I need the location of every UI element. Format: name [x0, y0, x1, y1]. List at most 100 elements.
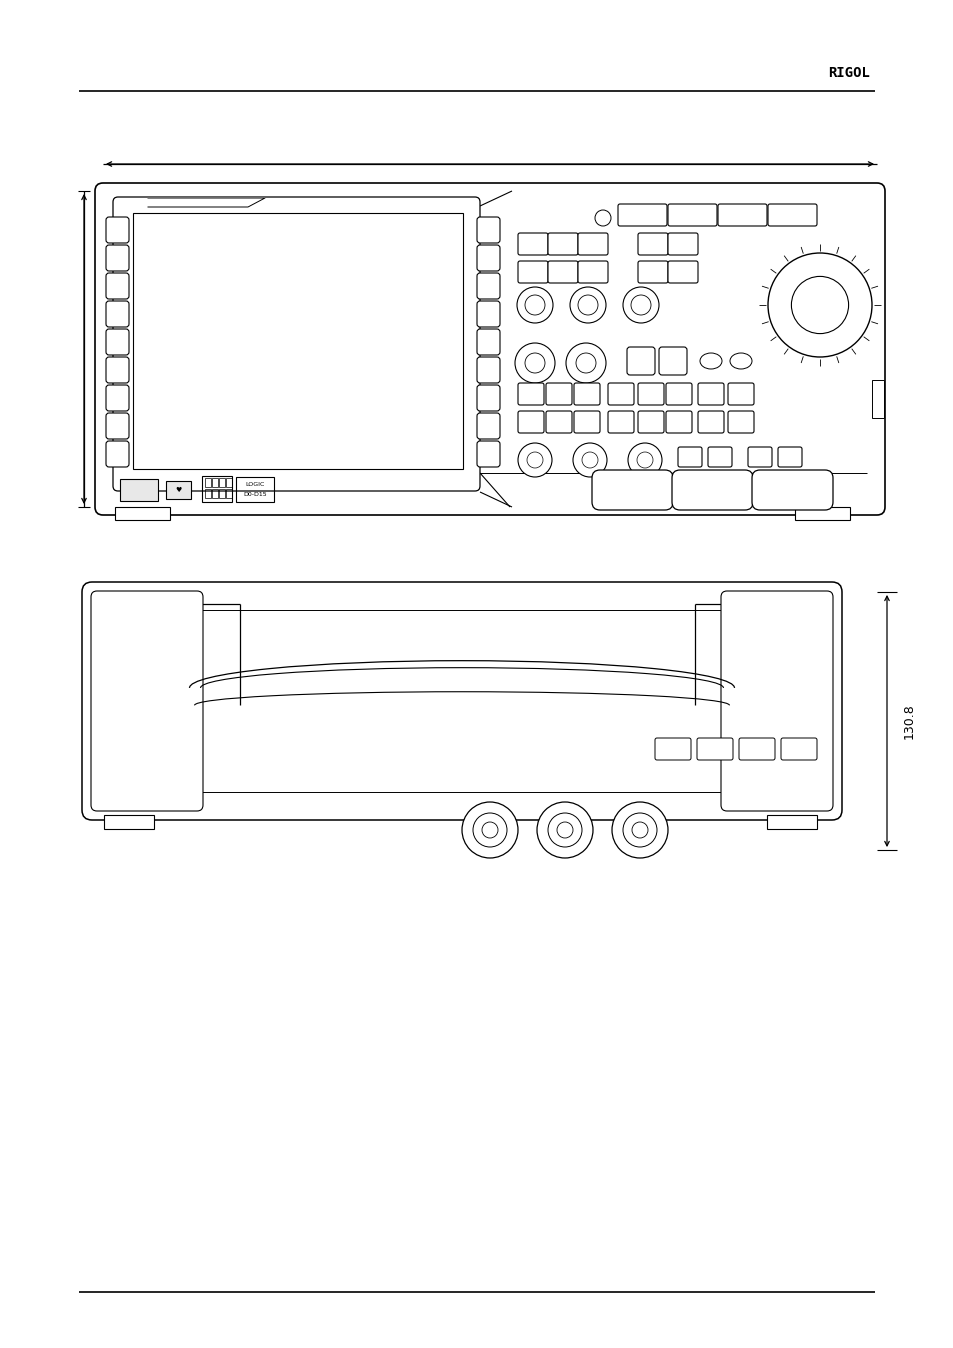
FancyBboxPatch shape [578, 233, 607, 255]
Circle shape [481, 822, 497, 838]
FancyBboxPatch shape [517, 262, 547, 283]
FancyBboxPatch shape [476, 245, 499, 271]
Bar [219, 479, 225, 487]
FancyBboxPatch shape [638, 383, 663, 404]
FancyBboxPatch shape [574, 383, 599, 404]
Bar [766, 816, 816, 829]
Ellipse shape [729, 353, 751, 369]
FancyBboxPatch shape [91, 590, 203, 811]
FancyBboxPatch shape [112, 197, 479, 491]
Circle shape [622, 287, 659, 324]
Circle shape [767, 253, 871, 357]
Circle shape [631, 822, 647, 838]
FancyBboxPatch shape [574, 411, 599, 433]
FancyBboxPatch shape [718, 204, 766, 226]
Bar [219, 489, 225, 497]
FancyBboxPatch shape [727, 383, 753, 404]
Circle shape [517, 287, 553, 324]
FancyBboxPatch shape [106, 329, 129, 355]
FancyBboxPatch shape [638, 233, 667, 255]
Bar [115, 507, 170, 520]
FancyBboxPatch shape [476, 329, 499, 355]
Circle shape [537, 802, 593, 857]
Bar [871, 380, 883, 418]
Circle shape [526, 452, 542, 468]
FancyBboxPatch shape [592, 470, 672, 510]
FancyBboxPatch shape [747, 448, 771, 466]
Circle shape [473, 813, 506, 847]
Circle shape [637, 452, 652, 468]
FancyBboxPatch shape [476, 217, 499, 243]
Bar [120, 479, 158, 501]
Circle shape [524, 353, 544, 373]
FancyBboxPatch shape [607, 411, 634, 433]
FancyBboxPatch shape [698, 411, 723, 433]
Circle shape [578, 295, 598, 315]
Bar [205, 489, 211, 497]
FancyBboxPatch shape [106, 274, 129, 299]
FancyBboxPatch shape [476, 357, 499, 383]
FancyBboxPatch shape [781, 737, 816, 760]
FancyBboxPatch shape [476, 301, 499, 328]
Bar [235, 477, 274, 501]
Circle shape [515, 342, 555, 383]
FancyBboxPatch shape [655, 737, 690, 760]
Text: 130.8: 130.8 [902, 704, 915, 739]
FancyBboxPatch shape [607, 383, 634, 404]
Bar [794, 507, 849, 520]
FancyBboxPatch shape [106, 412, 129, 439]
FancyBboxPatch shape [476, 412, 499, 439]
FancyBboxPatch shape [667, 233, 698, 255]
Ellipse shape [700, 353, 721, 369]
Circle shape [565, 342, 605, 383]
FancyBboxPatch shape [638, 411, 663, 433]
Bar [226, 489, 232, 497]
FancyBboxPatch shape [106, 357, 129, 383]
Circle shape [569, 287, 605, 324]
FancyBboxPatch shape [707, 448, 731, 466]
Bar [202, 476, 232, 501]
FancyBboxPatch shape [778, 448, 801, 466]
FancyBboxPatch shape [697, 737, 732, 760]
FancyBboxPatch shape [671, 470, 752, 510]
Polygon shape [148, 198, 265, 208]
Circle shape [622, 813, 657, 847]
FancyBboxPatch shape [638, 262, 667, 283]
FancyBboxPatch shape [618, 204, 666, 226]
Bar [104, 816, 153, 829]
FancyBboxPatch shape [665, 383, 691, 404]
FancyBboxPatch shape [545, 411, 572, 433]
FancyBboxPatch shape [517, 411, 543, 433]
Bar [205, 479, 211, 487]
Circle shape [595, 210, 610, 226]
Circle shape [547, 813, 581, 847]
Circle shape [791, 276, 848, 333]
FancyBboxPatch shape [665, 411, 691, 433]
FancyBboxPatch shape [106, 441, 129, 466]
Bar [166, 481, 191, 499]
FancyBboxPatch shape [476, 274, 499, 299]
FancyBboxPatch shape [678, 448, 701, 466]
FancyBboxPatch shape [667, 262, 698, 283]
FancyBboxPatch shape [95, 183, 884, 515]
Text: D0-D15: D0-D15 [243, 492, 267, 496]
FancyBboxPatch shape [106, 386, 129, 411]
FancyBboxPatch shape [727, 411, 753, 433]
Text: LOGIC: LOGIC [245, 481, 264, 487]
Bar [212, 479, 218, 487]
Circle shape [630, 295, 650, 315]
Circle shape [612, 802, 667, 857]
FancyBboxPatch shape [476, 386, 499, 411]
Text: RIGOL: RIGOL [827, 66, 869, 80]
Circle shape [581, 452, 598, 468]
FancyBboxPatch shape [659, 346, 686, 375]
Text: ♥: ♥ [175, 487, 182, 493]
FancyBboxPatch shape [667, 204, 717, 226]
FancyBboxPatch shape [739, 737, 774, 760]
Circle shape [627, 443, 661, 477]
FancyBboxPatch shape [547, 233, 578, 255]
Circle shape [557, 822, 573, 838]
FancyBboxPatch shape [578, 262, 607, 283]
Bar [212, 489, 218, 497]
Circle shape [576, 353, 596, 373]
